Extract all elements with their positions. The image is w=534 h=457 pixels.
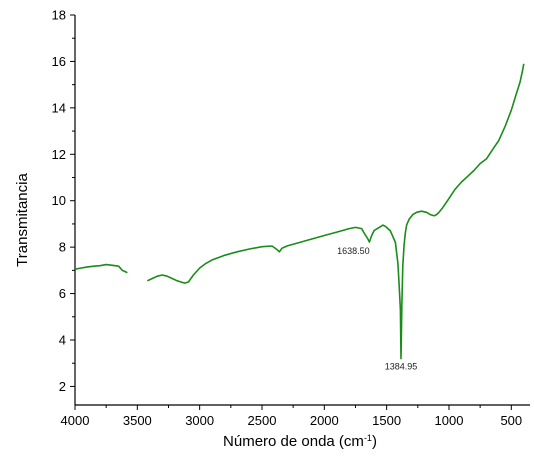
x-axis-label: Número de onda (cm-1) (223, 433, 377, 450)
y-tick-label: 2 (59, 379, 66, 394)
x-tick-label: 2500 (248, 413, 277, 428)
x-tick-label: 500 (500, 413, 522, 428)
axes: 4000 3500 3000 2500 2000 1500 1000 500 2 4 6 8 10 12 1… (52, 8, 530, 428)
y-tick-label: 6 (59, 286, 66, 301)
series-group (74, 63, 525, 360)
peak-annotation: 1384.95 (385, 362, 418, 372)
x-tick-label: 1500 (372, 413, 401, 428)
spectrum-line (146, 63, 525, 360)
y-tick-label: 12 (52, 147, 66, 162)
annotations: 1638.50 1384.95 (337, 246, 417, 372)
y-tick-label: 4 (59, 333, 66, 348)
x-axis-label-main: Número de onda (cm (223, 433, 364, 450)
y-axis-label: Transmitancia (14, 173, 31, 267)
y-tick-label: 10 (52, 193, 66, 208)
peak-annotation: 1638.50 (337, 246, 370, 256)
x-tick-label: 3500 (123, 413, 152, 428)
x-tick-label: 3000 (185, 413, 214, 428)
y-tick-label: 16 (52, 54, 66, 69)
x-tick-label: 1000 (435, 413, 464, 428)
y-tick-label: 18 (52, 8, 66, 23)
y-tick-label: 14 (52, 100, 66, 115)
spectrum-line (74, 263, 128, 274)
x-tick-label: 4000 (61, 413, 90, 428)
x-tick-label: 2000 (310, 413, 339, 428)
y-tick-label: 8 (59, 240, 66, 255)
x-axis-label-sup: -1 (364, 433, 372, 443)
x-axis-label-close: ) (372, 433, 377, 450)
